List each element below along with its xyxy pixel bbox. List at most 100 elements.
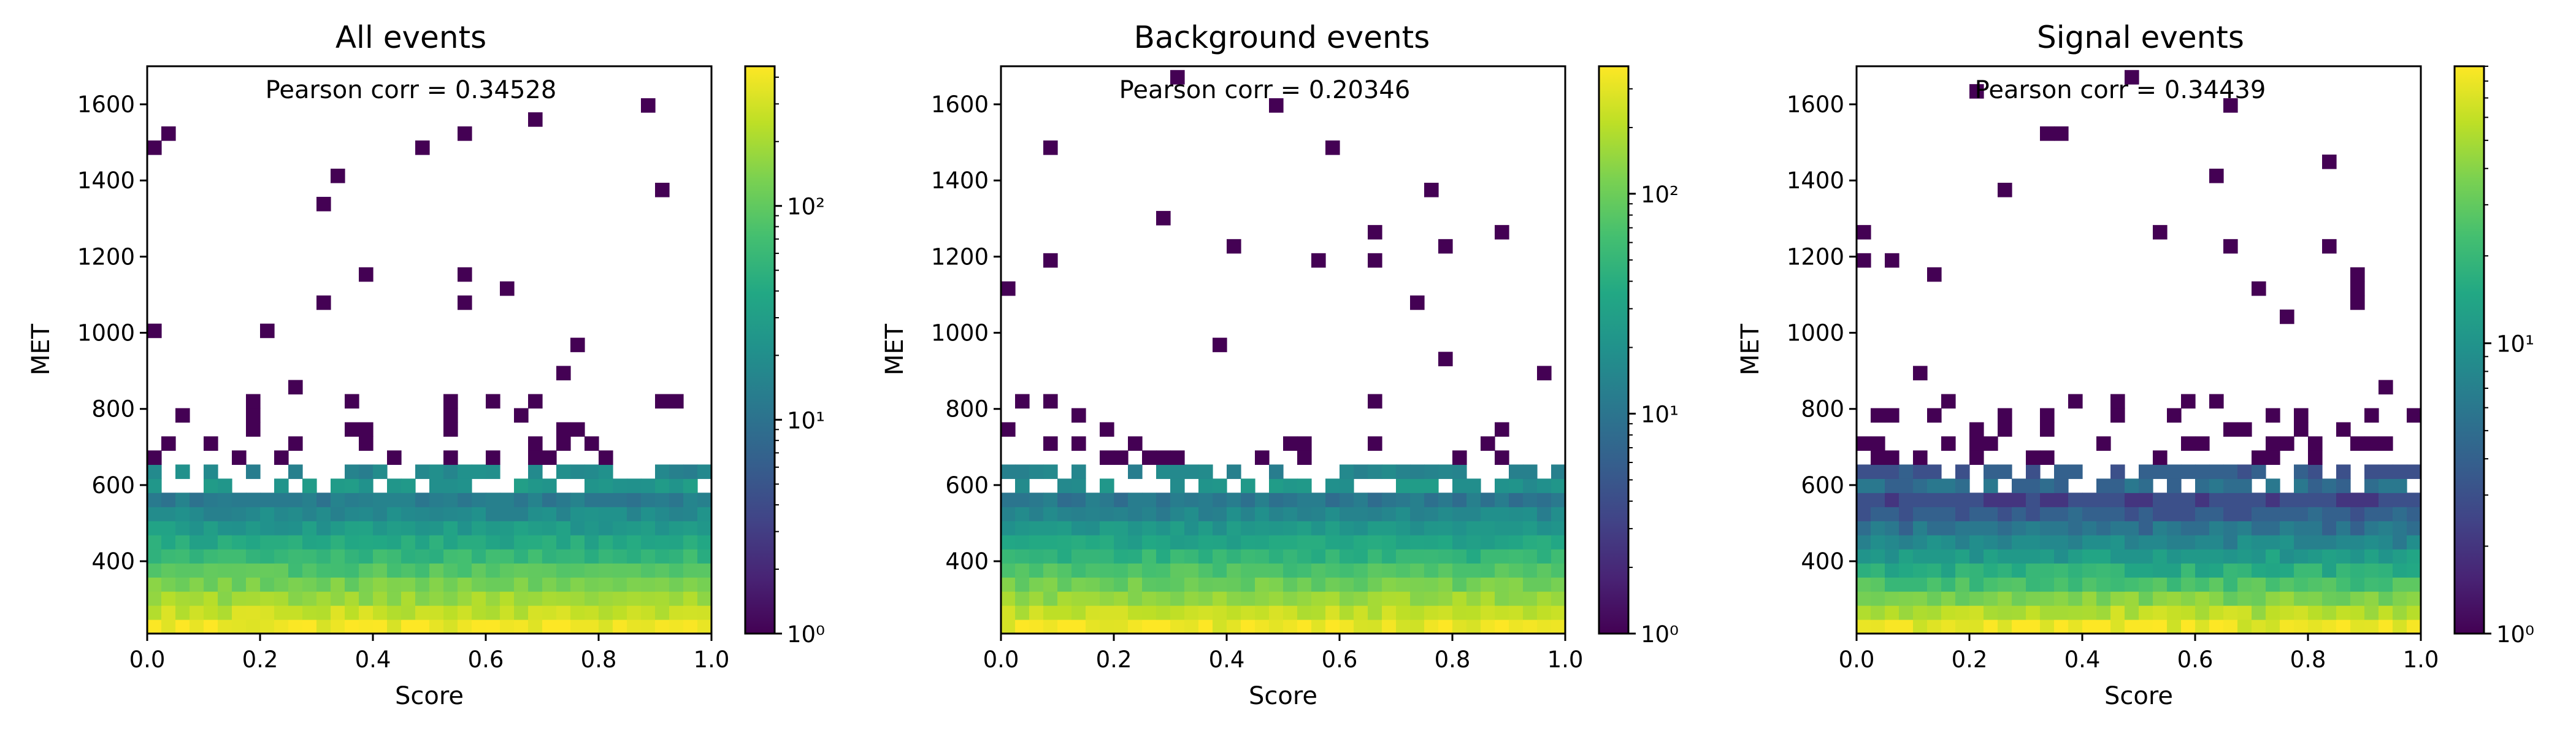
heatmap-cell <box>1170 507 1185 521</box>
heatmap-cell <box>613 619 627 634</box>
heatmap-cell <box>2195 591 2210 606</box>
heatmap-cell <box>2252 619 2266 634</box>
heatmap-cell <box>599 478 613 493</box>
heatmap-cell <box>1969 521 1984 535</box>
heatmap-cell <box>2350 619 2365 634</box>
heatmap-cell <box>627 619 642 634</box>
heatmap-cell <box>500 563 515 578</box>
heatmap-cell <box>1998 619 2012 634</box>
heatmap-cell <box>2068 521 2083 535</box>
heatmap-cell <box>2026 450 2041 465</box>
heatmap-cell <box>190 619 204 634</box>
heatmap-cell <box>1114 605 1129 620</box>
heatmap-cell <box>1885 493 1899 507</box>
heatmap-cell <box>443 605 458 620</box>
heatmap-cell <box>1283 535 1298 550</box>
heatmap-cell <box>2068 591 2083 606</box>
heatmap-cell <box>655 619 670 634</box>
heatmap-cell <box>175 563 190 578</box>
heatmap-cell <box>2294 563 2309 578</box>
heatmap-cell <box>2266 619 2280 634</box>
heatmap-cell <box>1128 521 1143 535</box>
heatmap-cell <box>161 507 176 521</box>
heatmap-cell <box>1340 577 1354 592</box>
heatmap-cell <box>401 619 416 634</box>
heatmap-cell <box>443 450 458 465</box>
heatmap-cell <box>2181 394 2196 409</box>
heatmap-cell <box>2167 521 2182 535</box>
heatmap-cell <box>2393 464 2407 479</box>
heatmap-cell <box>1424 478 1439 493</box>
heatmap-cell <box>316 619 331 634</box>
heatmap-cell <box>1857 605 1871 620</box>
heatmap-cell <box>1029 563 1044 578</box>
heatmap-cell <box>1198 535 1213 550</box>
heatmap-cell <box>613 549 627 564</box>
heatmap-cell <box>316 521 331 535</box>
y-tick-label: 600 <box>91 472 135 499</box>
heatmap-cell <box>2195 619 2210 634</box>
heatmap-cell <box>260 619 275 634</box>
heatmap-cell <box>2280 577 2294 592</box>
heatmap-cell <box>2040 408 2055 423</box>
heatmap-cell <box>2266 549 2280 564</box>
heatmap-cell <box>2223 605 2238 620</box>
heatmap-cell <box>373 521 388 535</box>
heatmap-cell <box>1213 337 1227 353</box>
heatmap-cell <box>1368 394 1382 409</box>
heatmap-cell <box>1368 464 1382 479</box>
heatmap-cell <box>1481 521 1495 535</box>
heatmap-cell <box>1396 591 1411 606</box>
heatmap-cell <box>2266 478 2280 493</box>
heatmap-cell <box>274 549 289 564</box>
heatmap-cell <box>2294 591 2309 606</box>
heatmap-cell <box>401 478 416 493</box>
heatmap-cell <box>1086 563 1100 578</box>
heatmap-cell <box>1325 577 1340 592</box>
heatmap-cell <box>2393 493 2407 507</box>
heatmap-cell <box>429 478 444 493</box>
x-tick-label: 1.0 <box>1547 646 1584 673</box>
heatmap-cell <box>585 563 599 578</box>
heatmap-cell <box>2364 549 2379 564</box>
heatmap-cell <box>2054 521 2069 535</box>
heatmap-cell <box>1142 619 1157 634</box>
heatmap-cell <box>1368 619 1382 634</box>
heatmap-cell <box>1438 351 1453 367</box>
heatmap-cell <box>2322 591 2337 606</box>
heatmap-cell <box>2082 549 2097 564</box>
heatmap-cell <box>359 549 374 564</box>
heatmap-cell <box>204 507 218 521</box>
heatmap-cell <box>2322 239 2337 254</box>
heatmap-cell <box>2068 549 2083 564</box>
heatmap-cell <box>443 493 458 507</box>
heatmap-cell <box>1325 140 1340 155</box>
heatmap-cell <box>1283 493 1298 507</box>
heatmap-cell <box>570 337 585 353</box>
heatmap-cell <box>1269 563 1284 578</box>
heatmap-cell <box>2167 478 2182 493</box>
heatmap-cell <box>2195 436 2210 451</box>
heatmap-cell <box>514 535 529 550</box>
heatmap-cell <box>458 535 472 550</box>
heatmap-cell <box>2209 394 2224 409</box>
heatmap-cell <box>190 521 204 535</box>
heatmap-cell <box>2139 605 2153 620</box>
heatmap-cell <box>1509 493 1524 507</box>
heatmap-cell <box>2054 577 2069 592</box>
heatmap-cell <box>500 281 515 296</box>
heatmap-cell <box>2294 535 2309 550</box>
heatmap-cell <box>260 563 275 578</box>
heatmap-cell <box>2012 521 2026 535</box>
heatmap-cell <box>246 521 261 535</box>
heatmap-cell <box>1899 493 1914 507</box>
heatmap-cell <box>2266 563 2280 578</box>
heatmap-cell <box>613 563 627 578</box>
heatmap-cell <box>1857 521 1871 535</box>
heatmap-cell <box>2336 535 2351 550</box>
heatmap-cell <box>2125 591 2139 606</box>
heatmap-cell <box>1984 591 1998 606</box>
heatmap-cell <box>641 605 656 620</box>
heatmap-cell <box>1941 493 1956 507</box>
heatmap-cell <box>1015 563 1030 578</box>
